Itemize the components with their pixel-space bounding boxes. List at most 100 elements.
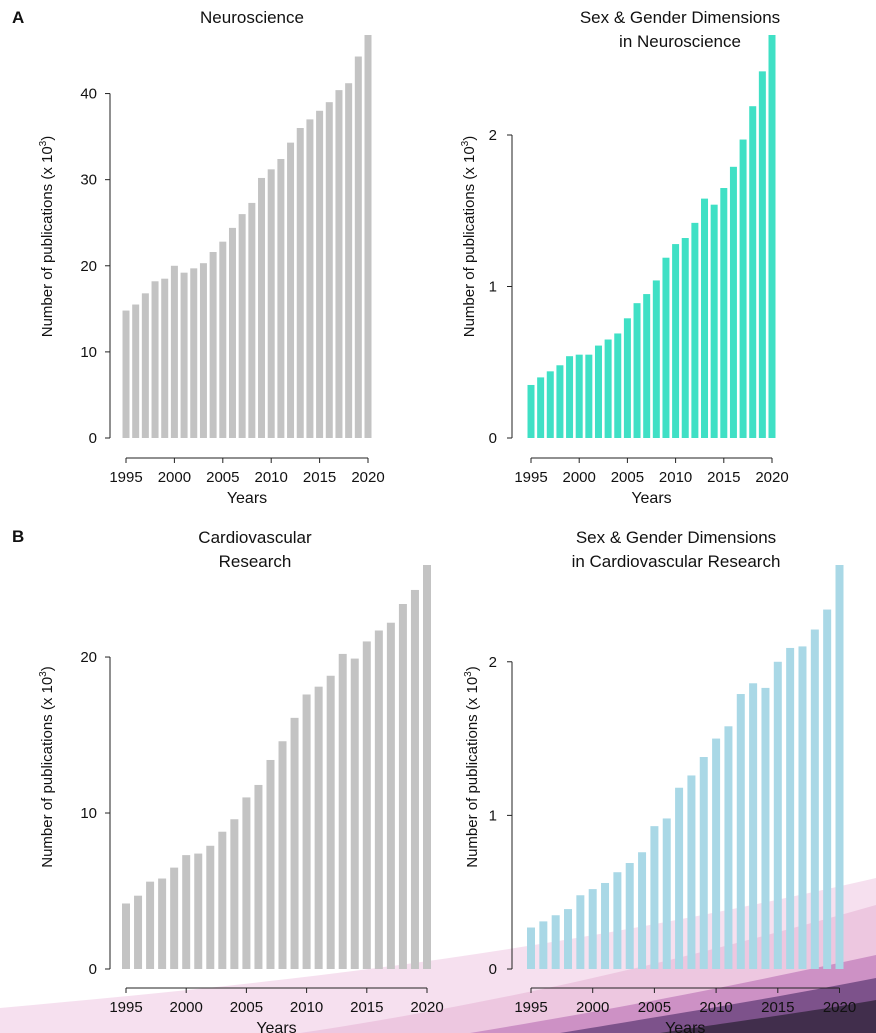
x-tick-label-2020: 2020 — [351, 469, 384, 486]
bar-1999 — [576, 895, 585, 969]
y-tick-label-2: 2 — [489, 654, 497, 671]
chart-sex-gender-cardiovascular: Sex & Gender Dimensions in Cardiovascular… — [463, 528, 856, 1033]
y-axis-label: Number of publications (x 103) — [463, 666, 481, 868]
x-tick-label-2010: 2010 — [290, 999, 323, 1016]
bar-2015 — [316, 110, 324, 438]
bar-2014 — [710, 204, 718, 438]
bar-2015 — [720, 188, 728, 438]
bar-1997 — [551, 915, 560, 969]
bar-1999 — [566, 356, 574, 438]
chart-title-line-0: Sex & Gender Dimensions — [576, 528, 776, 547]
bar-2008 — [652, 280, 660, 438]
bar-2017 — [386, 622, 395, 969]
bar-2020 — [423, 565, 431, 969]
bar-2013 — [749, 683, 758, 969]
bar-2014 — [761, 687, 770, 969]
bar-1995 — [122, 310, 130, 438]
bar-2012 — [736, 694, 745, 969]
chart-title-line-0: Neuroscience — [200, 8, 304, 27]
bar-2020 — [364, 35, 372, 438]
bar-2014 — [350, 658, 359, 969]
bar-2005 — [242, 797, 251, 969]
y-tick-label-30: 30 — [80, 172, 97, 189]
bar-2018 — [345, 83, 353, 438]
bar-2006 — [633, 303, 641, 438]
chart-neuroscience: Neuroscience 0 10 20 30 40 1995 2000 2005 2010 201… — [38, 8, 385, 507]
bar-2005 — [219, 241, 227, 438]
bar-2019 — [758, 71, 766, 439]
bar-2011 — [314, 686, 323, 969]
bar-2019 — [823, 609, 832, 969]
bar-2011 — [277, 159, 285, 438]
x-tick-label-2020: 2020 — [823, 999, 856, 1016]
x-tick-label-2010: 2010 — [699, 999, 732, 1016]
bar-2004 — [230, 819, 239, 969]
y-tick-label-1: 1 — [489, 807, 497, 824]
y-axis-label-close: ) — [461, 136, 478, 141]
bar-2001 — [194, 853, 203, 969]
x-tick-label-1995: 1995 — [514, 469, 547, 486]
bar-2012 — [287, 142, 295, 438]
x-tick-label-2005: 2005 — [638, 999, 671, 1016]
x-tick-label-2005: 2005 — [611, 469, 644, 486]
chart-title-line-1: Research — [219, 552, 292, 571]
x-tick-label-2015: 2015 — [761, 999, 794, 1016]
bar-2010 — [267, 169, 275, 438]
bar-2009 — [258, 177, 266, 438]
bar-2017 — [335, 90, 343, 439]
bar-1997 — [546, 371, 554, 438]
x-tick-label-2000: 2000 — [563, 469, 596, 486]
bar-2016 — [729, 166, 737, 438]
y-tick-label-0: 0 — [89, 961, 97, 978]
x-axis-label: Years — [256, 1020, 296, 1033]
x-tick-label-2015: 2015 — [303, 469, 336, 486]
bar-2009 — [290, 717, 299, 969]
y-axis-label-text: Number of publications (x 10 — [39, 146, 56, 337]
bar-2000 — [588, 889, 597, 969]
bar-2006 — [254, 784, 263, 969]
bar-2008 — [687, 775, 696, 969]
chart-sex-gender-neuroscience: Sex & Gender Dimensions in Neuroscience 0 1… — [460, 8, 789, 507]
bar-2003 — [625, 863, 634, 969]
x-tick-label-2015: 2015 — [350, 999, 383, 1016]
bar-2012 — [691, 222, 699, 438]
x-tick-label-1995: 1995 — [109, 469, 142, 486]
y-axis-label-superscript: 3 — [38, 671, 49, 677]
bar-2018 — [810, 629, 819, 969]
bar-2017 — [798, 646, 807, 969]
y-tick-label-20: 20 — [80, 649, 97, 666]
bar-2009 — [662, 257, 670, 438]
bar-1998 — [151, 281, 159, 438]
bar-2000 — [170, 265, 178, 438]
y-axis-label-superscript: 3 — [460, 140, 471, 146]
y-tick-label-10: 10 — [80, 344, 97, 361]
y-axis-label-superscript: 3 — [38, 140, 49, 146]
y-axis-label-close: ) — [464, 666, 481, 671]
y-tick-label-0: 0 — [89, 430, 97, 447]
bar-1995 — [527, 384, 535, 438]
bar-2011 — [681, 238, 689, 438]
panel-label-b: B — [12, 527, 25, 546]
y-axis-label-superscript: 3 — [463, 671, 474, 677]
chart-title-line-0: Sex & Gender Dimensions — [580, 8, 780, 27]
bar-2019 — [410, 589, 419, 969]
bar-2016 — [325, 102, 333, 439]
y-axis-label: Number of publications (x 103) — [38, 136, 56, 338]
bar-2002 — [206, 845, 215, 969]
bar-2013 — [701, 198, 709, 438]
y-axis-label-text: Number of publications (x 10 — [39, 677, 56, 868]
bar-2013 — [296, 128, 304, 438]
y-tick-label-10: 10 — [80, 805, 97, 822]
bar-2020 — [768, 35, 776, 438]
bar-2018 — [749, 106, 757, 439]
bar-2003 — [218, 831, 227, 969]
bar-2007 — [238, 214, 246, 438]
y-tick-label-20: 20 — [80, 258, 97, 275]
bar-1999 — [161, 278, 169, 438]
x-axis-label: Years — [227, 490, 267, 507]
bar-1996 — [134, 895, 143, 969]
x-tick-label-2020: 2020 — [755, 469, 788, 486]
bar-1995 — [122, 903, 130, 969]
bar-2008 — [248, 202, 256, 438]
y-axis-label-close: ) — [39, 666, 56, 671]
